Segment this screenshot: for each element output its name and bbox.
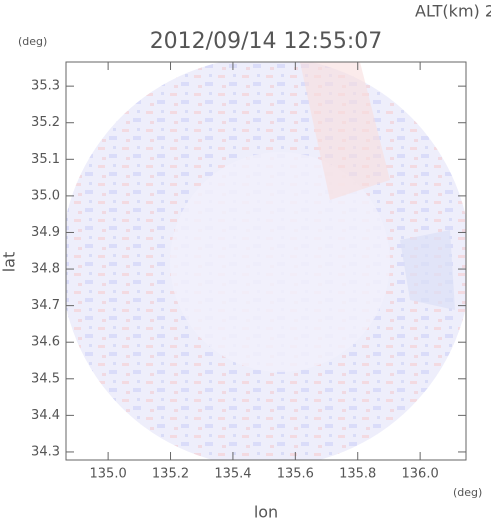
chart-title: 2012/09/14 12:55:07: [150, 29, 383, 54]
y-tick-label: 34.4: [31, 408, 60, 423]
y-tick-label: 35.2: [31, 115, 60, 130]
radar-image: [66, 62, 466, 460]
y-unit: (deg): [18, 35, 47, 48]
y-tick-label: 35.0: [31, 188, 60, 203]
y-tick-label: 35.3: [31, 79, 60, 94]
y-tick-label: 34.7: [31, 298, 60, 313]
x-tick-label: 135.2: [152, 467, 189, 482]
x-tick-label: 135.8: [339, 467, 376, 482]
y-tick-label: 34.6: [31, 335, 60, 350]
y-axis-label: lat: [0, 252, 19, 273]
y-tick-label: 35.1: [31, 152, 60, 167]
x-tick-label: 135.4: [214, 467, 251, 482]
x-axis-label: lon: [254, 503, 278, 521]
y-tick-label: 34.5: [31, 371, 60, 386]
annotation: ALT(km) 2.0: [415, 2, 491, 21]
plot-frame: [65, 61, 467, 461]
y-tick-label: 34.3: [31, 444, 60, 459]
x-tick-label: 135.6: [277, 467, 314, 482]
y-tick-label: 34.8: [31, 262, 60, 277]
x-tick-label: 136.0: [402, 467, 439, 482]
x-unit: (deg): [453, 486, 482, 499]
x-tick-label: 135.0: [90, 467, 127, 482]
y-tick-label: 34.9: [31, 225, 60, 240]
